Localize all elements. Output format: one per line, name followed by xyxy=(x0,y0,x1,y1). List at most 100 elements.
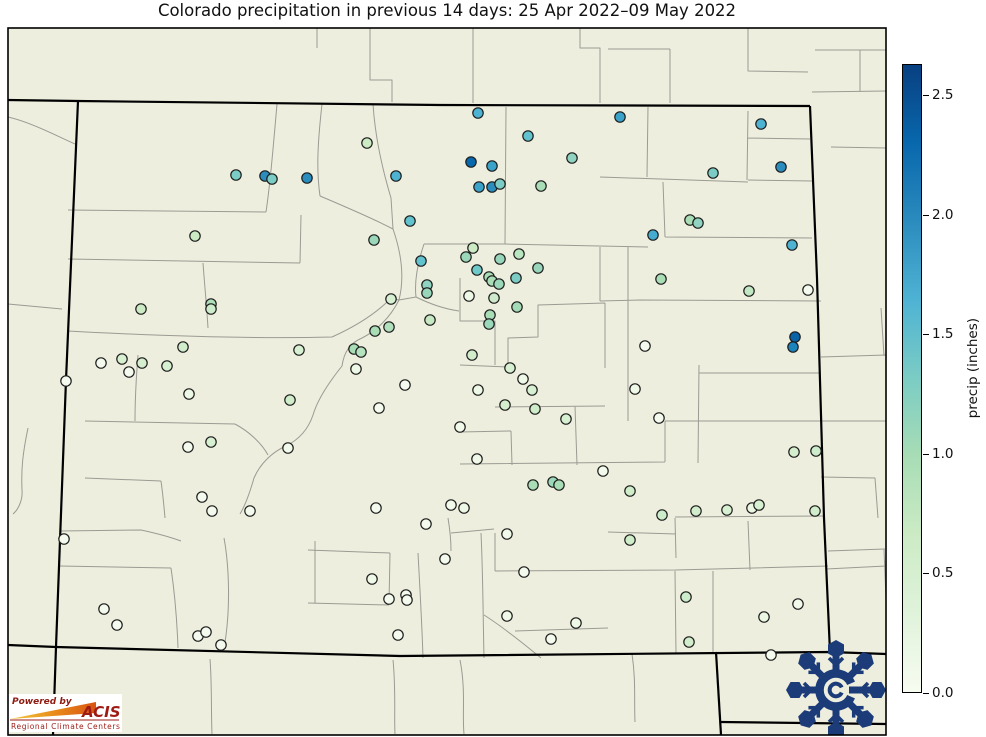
station-dot xyxy=(136,357,148,369)
station-dot xyxy=(401,594,413,606)
station-dot xyxy=(467,242,479,254)
station-dot xyxy=(683,636,695,648)
station-dot xyxy=(182,441,194,453)
station-dot xyxy=(809,505,821,517)
station-dot xyxy=(655,273,667,285)
acis-logo: Powered by ACIS Regional Climate Centers xyxy=(8,694,122,732)
station-dot xyxy=(370,502,382,514)
station-dot xyxy=(445,499,457,511)
station-dot xyxy=(301,172,313,184)
station-dot xyxy=(58,533,70,545)
station-dot xyxy=(810,445,822,457)
station-dot xyxy=(614,111,626,123)
station-dot xyxy=(196,491,208,503)
station-dot xyxy=(501,528,513,540)
station-dot xyxy=(215,639,227,651)
station-dot xyxy=(95,357,107,369)
station-dot xyxy=(454,421,466,433)
station-dot xyxy=(788,446,800,458)
colorbar-tick-mark xyxy=(923,573,929,575)
acis-name-text: ACIS xyxy=(81,703,121,721)
station-dot xyxy=(183,388,195,400)
axes-frame xyxy=(7,27,887,736)
station-dot xyxy=(535,180,547,192)
station-dot xyxy=(792,598,804,610)
station-dot xyxy=(513,248,525,260)
colorbar-tick-label: 1.0 xyxy=(932,445,954,462)
station-dot xyxy=(399,379,411,391)
station-dot xyxy=(385,293,397,305)
station-points-layer xyxy=(58,107,822,661)
station-dot xyxy=(755,118,767,130)
snowflake-logo xyxy=(786,640,886,737)
station-dot xyxy=(483,318,495,330)
station-dot xyxy=(532,262,544,274)
station-dot xyxy=(404,215,416,227)
station-dot xyxy=(471,264,483,276)
station-dot xyxy=(493,278,505,290)
station-dot xyxy=(526,384,538,396)
station-dot xyxy=(244,505,256,517)
station-dot xyxy=(368,234,380,246)
station-dot xyxy=(499,399,511,411)
acis-powered-by-text: Powered by xyxy=(12,697,73,707)
station-dot xyxy=(205,303,217,315)
station-dot xyxy=(466,349,478,361)
colorbar-axis-label: precip (inches) xyxy=(960,0,986,737)
station-dot xyxy=(383,593,395,605)
snowflake-outer-c xyxy=(815,669,855,711)
county-boundary-lines xyxy=(8,28,886,735)
station-dot xyxy=(135,303,147,315)
station-dot xyxy=(361,137,373,149)
station-dot xyxy=(494,253,506,265)
station-dot xyxy=(629,383,641,395)
station-dot xyxy=(161,360,173,372)
station-dot xyxy=(692,217,704,229)
station-dot xyxy=(350,363,362,375)
station-dot xyxy=(753,499,765,511)
station-dot xyxy=(624,485,636,497)
station-dot xyxy=(424,314,436,326)
station-dot xyxy=(472,384,484,396)
colorbar-tick-mark xyxy=(923,693,929,694)
station-dot xyxy=(511,301,523,313)
state-border-lines xyxy=(8,98,886,735)
station-dot xyxy=(707,167,719,179)
station-dot xyxy=(460,251,472,263)
station-dot xyxy=(647,229,659,241)
station-dot xyxy=(471,453,483,465)
station-dot xyxy=(200,626,212,638)
station-dot xyxy=(369,325,381,337)
station-dot xyxy=(123,366,135,378)
colorbar-tick-label: 2.5 xyxy=(932,87,954,103)
station-dot xyxy=(570,617,582,629)
station-dot xyxy=(488,292,500,304)
station-dot xyxy=(522,130,534,142)
station-dot xyxy=(206,505,218,517)
station-dot xyxy=(545,633,557,645)
station-dot xyxy=(366,573,378,585)
station-dot xyxy=(517,373,529,385)
station-dot xyxy=(189,230,201,242)
station-dot xyxy=(284,394,296,406)
station-dot xyxy=(553,479,565,491)
station-dot xyxy=(116,353,128,365)
station-dot xyxy=(653,412,665,424)
station-dot xyxy=(765,649,777,661)
station-dot xyxy=(177,341,189,353)
station-dot xyxy=(282,442,294,454)
colorbar-tick-label: 2.0 xyxy=(932,206,954,223)
station-dot xyxy=(518,566,530,578)
colorbar-tick-mark xyxy=(923,214,929,216)
station-dot xyxy=(463,290,475,302)
acis-subtitle-text: Regional Climate Centers xyxy=(11,722,121,731)
station-dot xyxy=(421,287,433,299)
station-dot xyxy=(373,402,385,414)
station-dot xyxy=(494,178,506,190)
station-dot xyxy=(458,502,470,514)
station-dot xyxy=(390,170,402,182)
station-dot xyxy=(787,341,799,353)
station-dot xyxy=(510,272,522,284)
station-dot xyxy=(680,591,692,603)
